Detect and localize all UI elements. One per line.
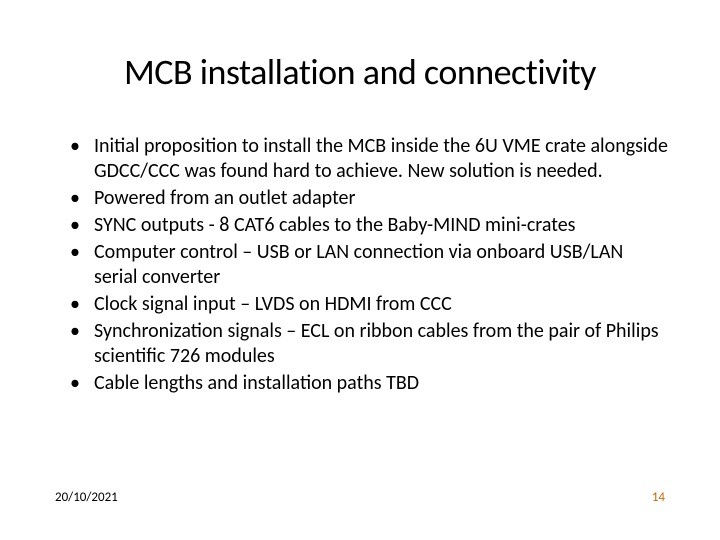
slide-content: Initial proposition to install the MCB i… <box>50 134 670 490</box>
bullet-item: Powered from an outlet adapter <box>70 186 670 211</box>
footer-date: 20/10/2021 <box>55 490 118 505</box>
bullet-item: Initial proposition to install the MCB i… <box>70 134 670 184</box>
bullet-item: SYNC outputs - 8 CAT6 cables to the Baby… <box>70 213 670 238</box>
bullet-item: Computer control – USB or LAN connection… <box>70 240 670 290</box>
bullet-item: Cable lengths and installation paths TBD <box>70 371 670 396</box>
bullet-list: Initial proposition to install the MCB i… <box>50 134 670 396</box>
slide-title: MCB installation and connectivity <box>50 50 670 94</box>
bullet-item: Clock signal input – LVDS on HDMI from C… <box>70 292 670 317</box>
slide-container: MCB installation and connectivity Initia… <box>0 0 720 540</box>
bullet-item: Synchronization signals – ECL on ribbon … <box>70 319 670 369</box>
footer-page-number: 14 <box>652 490 665 505</box>
slide-footer: 20/10/2021 14 <box>50 490 670 510</box>
